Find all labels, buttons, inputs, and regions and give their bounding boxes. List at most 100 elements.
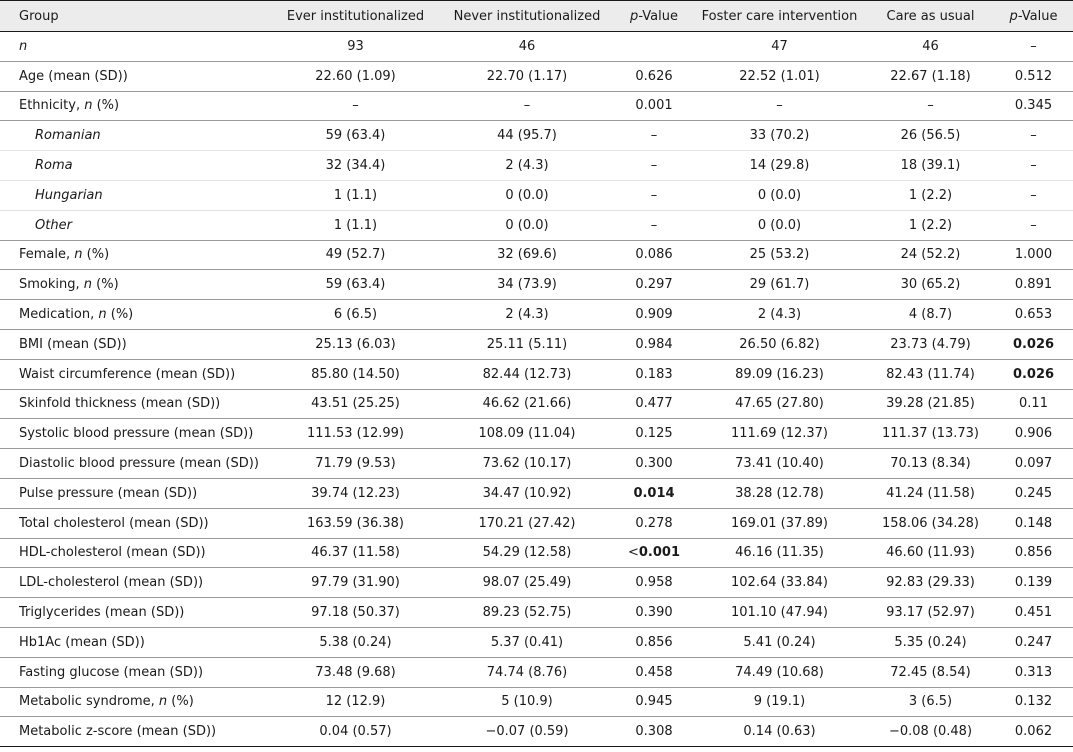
cell-ever: 1 (1.1) [333,187,378,203]
cell-cau: −0.08 (0.48) [888,724,973,740]
cell-p2: 0.245 [1014,485,1053,501]
row-label: Waist circumference (mean (SD)) [19,366,236,382]
cell-p1: – [650,187,658,203]
row-label-n: n [84,98,93,114]
cell-cau: 1 (2.2) [908,187,953,203]
row-label: Smoking, n (%) [0,270,273,300]
cell-p2: 0.891 [1014,277,1053,293]
cell-p2: – [1030,158,1037,174]
cell-cau: 82.43 (11.74) [886,366,975,382]
cell-p1: <0.001 [616,538,692,568]
cell-p2: 0.026 [1012,336,1055,352]
cell-cau: 46 [922,38,939,54]
table-row: HDL-cholesterol (mean (SD)) 46.37 (11.58… [0,538,1073,568]
cell-foster: 0 (0.0) [757,187,802,203]
table-row: Female, n (%) 49 (52.7) 32 (69.6) 0.086 … [0,240,1073,270]
table-row: Romanian 59 (63.4) 44 (95.7) – 33 (70.2)… [0,121,1073,151]
cell-p2: 0.247 [1014,634,1053,650]
table-row: Metabolic syndrome, n (%) 12 (12.9) 5 (1… [0,687,1073,717]
cell-p2: 0.11 [1019,396,1048,412]
cell-cau: 41.24 (11.58) [886,485,975,501]
cell-never: 89.23 (52.75) [482,605,572,621]
cell-ever: 6 (6.5) [333,307,378,323]
cell-ever: 39.74 (12.23) [311,485,400,501]
cell-p1: – [650,128,658,144]
cell-p2: 0.148 [1014,515,1053,531]
cell-foster: 47 [771,38,788,54]
row-label-text: Female, [19,247,75,263]
cell-cau: 24 (52.2) [900,247,961,263]
row-label-suffix: (%) [92,277,119,293]
cell-foster: 102.64 (33.84) [731,575,828,591]
cell-foster: 29 (61.7) [749,277,810,293]
cell-never: 44 (95.7) [497,128,557,144]
cell-p1: 0.458 [635,664,673,680]
header-p-suffix: -Value [638,8,678,24]
row-label: n [19,38,28,54]
cell-foster: 22.52 (1.01) [739,68,820,84]
cell-cau: 4 (8.7) [908,307,953,323]
cell-p2: 0.653 [1014,307,1053,323]
cell-ever: – [352,98,359,114]
cell-never: 2 (4.3) [505,307,549,323]
table-row: LDL-cholesterol (mean (SD)) 97.79 (31.90… [0,568,1073,598]
cell-ever: 59 (63.4) [325,128,386,144]
cell-ever: 43.51 (25.25) [311,396,400,412]
cell-never: 46.62 (21.66) [482,396,572,412]
table-row: Ethnicity, n (%) – – 0.001 – – 0.345 [0,91,1073,121]
cell-cau: 18 (39.1) [900,158,961,174]
cell-ever: 111.53 (12.99) [307,426,404,442]
row-label: LDL-cholesterol (mean (SD)) [19,575,204,591]
cell-foster: 73.41 (10.40) [735,456,824,472]
cell-p1: 0.477 [635,396,673,412]
table-row: BMI (mean (SD)) 25.13 (6.03) 25.11 (5.11… [0,329,1073,360]
row-label: BMI (mean (SD)) [19,336,127,352]
cell-never: −0.07 (0.59) [485,724,569,740]
cell-never: 32 (69.6) [497,247,557,263]
header-never-institutionalized: Never institutionalized [453,8,601,24]
row-label-n: n [83,277,93,293]
cell-ever: 97.18 (50.37) [311,605,400,621]
cell-p2: 0.512 [1014,68,1053,84]
cell-p1: 0.014 [633,485,675,501]
header-foster-care-intervention: Foster care intervention [701,8,858,24]
table-row: Hb1Ac (mean (SD)) 5.38 (0.24) 5.37 (0.41… [0,627,1073,658]
table-row: Diastolic blood pressure (mean (SD)) 71.… [0,449,1073,479]
cell-ever: 59 (63.4) [325,277,386,293]
cell-p1: 0.626 [635,68,673,84]
cell-ever: 46.37 (11.58) [311,545,400,561]
table-row: Other 1 (1.1) 0 (0.0) – 0 (0.0) 1 (2.2) … [0,210,1073,241]
row-label: Metabolic syndrome, n (%) [0,687,273,717]
row-label-text: Smoking, [19,277,84,293]
cell-p2: 0.345 [1014,98,1053,114]
header-p-value-2: p-Value [994,1,1073,32]
cell-cau: 30 (65.2) [900,277,961,293]
header-row: Group Ever institutionalized Never insti… [0,0,1073,32]
cell-never: 0 (0.0) [505,217,549,233]
cell-p1: 0.856 [635,634,673,650]
row-label: Roma [35,158,73,174]
cell-ever: 12 (12.9) [325,694,386,710]
row-label-suffix: (%) [167,694,194,710]
table-row: Fasting glucose (mean (SD)) 73.48 (9.68)… [0,657,1073,688]
cell-cau: 1 (2.2) [908,217,953,233]
cell-foster: 2 (4.3) [757,307,802,323]
row-label-suffix: (%) [106,307,134,323]
cell-never: 170.21 (27.42) [478,515,576,531]
cell-p2: – [1030,38,1037,54]
header-p-letter: p [630,8,639,24]
cell-p1: 0.278 [635,515,673,531]
cell-foster: 38.28 (12.78) [735,485,824,501]
cell-p1: 0.945 [635,694,673,710]
cell-p1 [616,32,692,62]
cell-p2: 0.906 [1014,426,1053,442]
row-label: Diastolic blood pressure (mean (SD)) [19,456,259,472]
cell-cau: 39.28 (21.85) [886,396,975,412]
header-p-suffix: -Value [1017,8,1058,24]
row-label-text: Medication, [19,307,99,323]
cell-cau: – [927,98,934,114]
cell-cau: 5.35 (0.24) [894,634,967,650]
header-ever-institutionalized: Ever institutionalized [286,8,425,24]
cell-foster: 169.01 (37.89) [731,515,828,531]
